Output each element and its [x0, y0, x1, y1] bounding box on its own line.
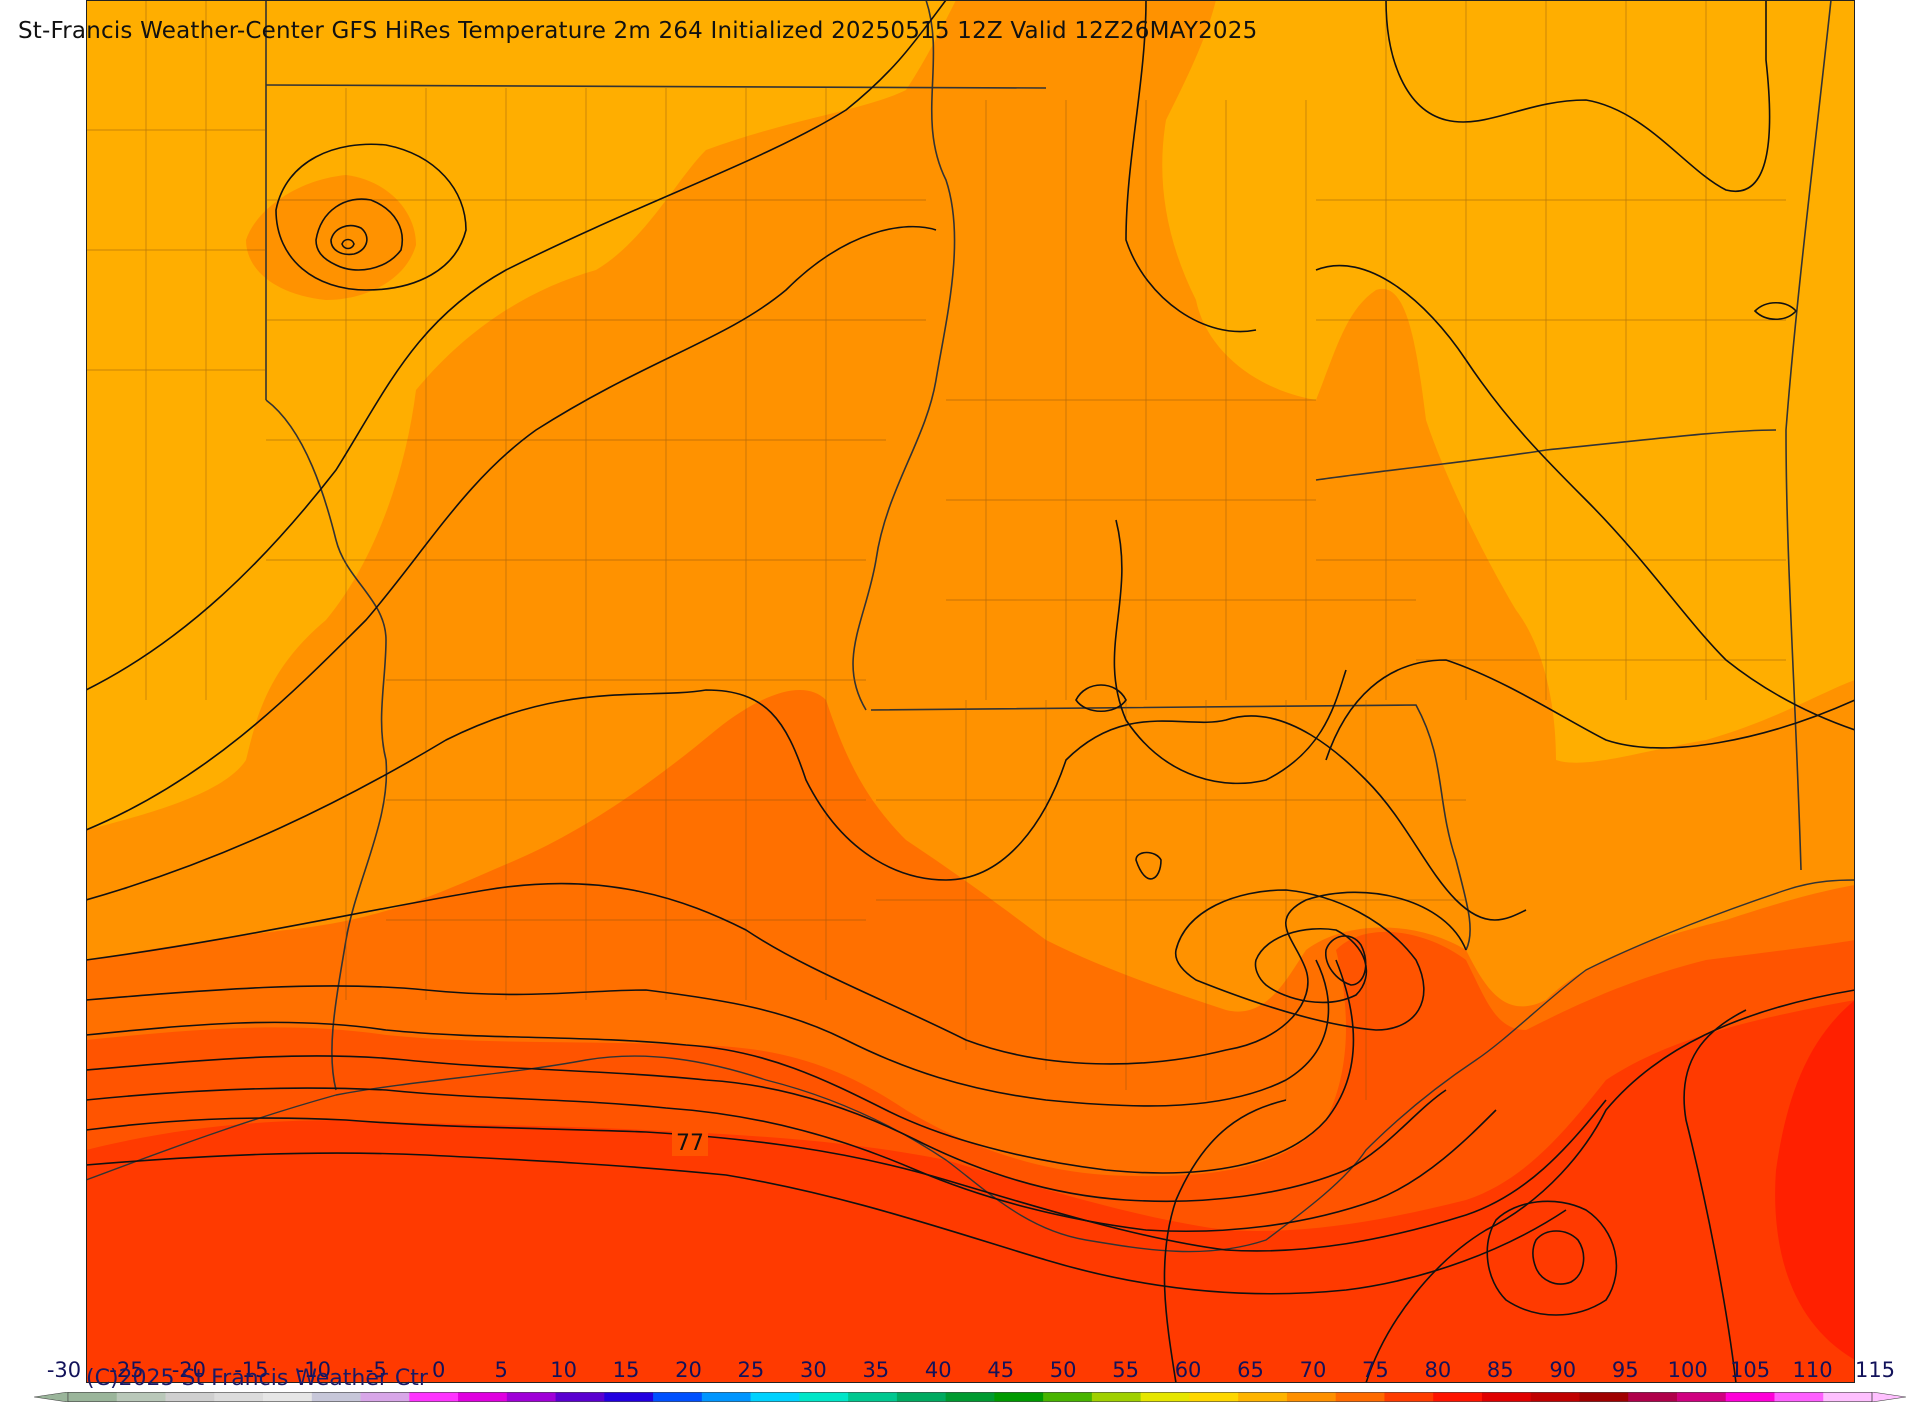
- legend-tick-label: 65: [1237, 1358, 1264, 1382]
- copyright-notice: (C)2025 St Francis Weather Ctr: [86, 1366, 428, 1391]
- legend-tick-label: 30: [800, 1358, 827, 1382]
- legend-swatch: [1579, 1392, 1629, 1402]
- legend-swatch: [263, 1392, 313, 1402]
- band-90-95: [1775, 1000, 1855, 1360]
- legend-tick-label: 115: [1854, 1358, 1896, 1382]
- legend-swatch: [1286, 1392, 1337, 1402]
- legend-tick-label: 25: [737, 1358, 765, 1382]
- legend-tick-label: 20: [675, 1358, 702, 1382]
- legend-swatch: [1774, 1392, 1824, 1402]
- legend-swatch: [458, 1392, 508, 1402]
- contour-label-77: 77: [676, 1131, 704, 1156]
- legend-tick-label: 85: [1486, 1358, 1514, 1382]
- temperature-contours: [86, 0, 1855, 1383]
- legend-swatch: [1628, 1392, 1678, 1402]
- legend-tick-label: 100: [1667, 1358, 1708, 1382]
- legend-swatch: [506, 1392, 557, 1402]
- map-title: St-Francis Weather-Center GFS HiRes Temp…: [18, 18, 1258, 44]
- legend-tick-label: 90: [1549, 1358, 1577, 1382]
- legend-tick-label: 45: [987, 1358, 1015, 1382]
- legend-arrow-high: [1871, 1392, 1906, 1402]
- legend-arrow-low: [34, 1392, 69, 1402]
- legend-swatch: [1481, 1392, 1532, 1402]
- legend-tick-label: 50: [1049, 1358, 1077, 1382]
- legend-swatch: [1238, 1392, 1288, 1402]
- legend-swatch: [604, 1392, 654, 1402]
- legend-swatch: [1189, 1392, 1239, 1402]
- county-borders: [86, 0, 1786, 1100]
- legend-swatch: [701, 1392, 752, 1402]
- legend-tick-label: 70: [1299, 1358, 1327, 1382]
- legend-swatch: [1823, 1392, 1873, 1402]
- legend-tick-label: 60: [1174, 1358, 1202, 1382]
- legend-tick-label: 5: [494, 1358, 508, 1382]
- legend-swatch: [555, 1392, 605, 1402]
- legend-swatch: [165, 1392, 215, 1402]
- legend-swatch: [799, 1392, 849, 1402]
- map-border: [86, 0, 1855, 1383]
- legend-tick-label: -30: [46, 1358, 82, 1382]
- legend-tick-label: -25: [109, 1358, 144, 1382]
- legend-tick-labels: -30 -25 -20 -15 -10 -5 0 5 10 15 20 25 30 35 40 45 50 55 6…: [0, 1358, 1920, 1388]
- legend-swatch: [1384, 1392, 1434, 1402]
- legend-tick-label: 55: [1112, 1358, 1139, 1382]
- legend-swatch: [311, 1392, 362, 1402]
- legend-tick-label: 95: [1611, 1358, 1639, 1382]
- legend-tick-label: 105: [1730, 1358, 1771, 1382]
- contour-label-bg: [672, 1130, 708, 1156]
- legend-tick-label: -15: [234, 1358, 269, 1382]
- legend-swatch: [214, 1392, 264, 1402]
- legend-swatch: [1335, 1392, 1385, 1402]
- legend-swatch: [945, 1392, 995, 1402]
- legend-tick-label: 75: [1362, 1358, 1389, 1382]
- legend-swatch: [360, 1392, 410, 1402]
- legend-tick-label: 0: [432, 1358, 446, 1382]
- legend-swatch: [409, 1392, 459, 1402]
- legend-swatch: [1043, 1392, 1093, 1402]
- legend-swatch: [68, 1392, 118, 1402]
- legend-tick-label: 15: [612, 1358, 640, 1382]
- gulf-coastline: [86, 879, 1855, 1253]
- legend-swatch: [1433, 1392, 1483, 1402]
- legend-tick-label: 10: [550, 1358, 577, 1382]
- legend-tick-label: 40: [924, 1358, 952, 1382]
- legend-swatch: [1676, 1392, 1727, 1402]
- legend-swatch: [1725, 1392, 1775, 1402]
- legend-swatch: [896, 1392, 947, 1402]
- legend-swatch: [116, 1392, 167, 1402]
- legend-swatch: [994, 1392, 1044, 1402]
- legend-tick-label: -10: [296, 1358, 331, 1382]
- legend-swatch: [653, 1392, 703, 1402]
- temperature-map: 77: [86, 0, 1855, 1383]
- legend-swatch: [1140, 1392, 1190, 1402]
- legend-swatch: [1091, 1392, 1142, 1402]
- legend-tick-label: -5: [365, 1358, 387, 1382]
- legend-tick-label: 110: [1792, 1358, 1833, 1382]
- legend-swatch: [848, 1392, 898, 1402]
- legend-tick-label: 80: [1424, 1358, 1452, 1382]
- legend-tick-label: -20: [171, 1358, 207, 1382]
- legend-swatch: [1530, 1392, 1580, 1402]
- temperature-color-legend: [34, 1392, 1906, 1402]
- legend-swatch: [750, 1392, 800, 1402]
- legend-tick-label: 35: [862, 1358, 890, 1382]
